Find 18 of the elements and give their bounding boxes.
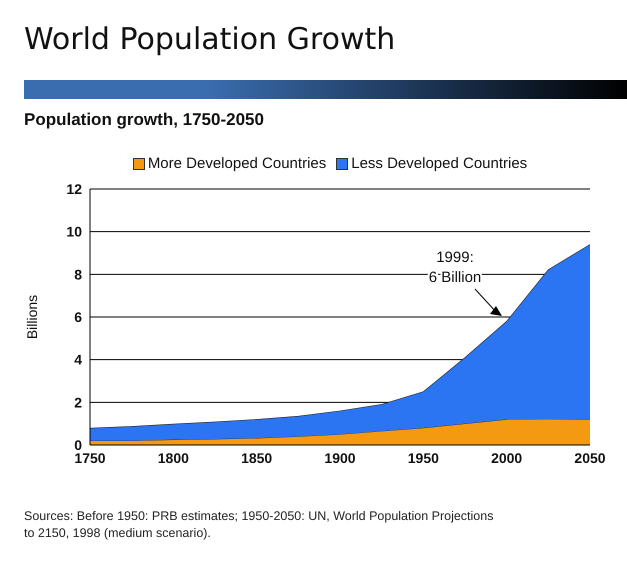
y-tick-label: 12: [66, 180, 82, 197]
x-tick-label: 1800: [158, 450, 190, 466]
x-tick-label: 1850: [241, 450, 272, 466]
chart-title: World Population Growth: [24, 22, 396, 57]
y-tick-label: 4: [74, 352, 82, 368]
y-tick-label: 6: [74, 308, 82, 325]
y-tick-label: 2: [74, 394, 82, 410]
chart-subtitle: Population growth, 1750-2050: [24, 110, 264, 130]
x-tick-label: 2000: [491, 450, 522, 466]
x-tick-label: 2050: [574, 450, 606, 466]
legend-label: More Developed Countries: [148, 155, 326, 172]
legend-label: Less Developed Countries: [351, 155, 528, 172]
y-tick-label: 8: [74, 266, 82, 282]
y-tick-label: 10: [66, 224, 82, 240]
y-axis-title: Billions: [24, 294, 40, 340]
x-tick-label: 1950: [408, 450, 440, 466]
x-tick-label: 1900: [324, 450, 356, 466]
source-note: Sources: Before 1950: PRB estimates; 1950-2050: UN, World Population Projections to 2150, 1998 (medium scenario).: [24, 508, 494, 542]
